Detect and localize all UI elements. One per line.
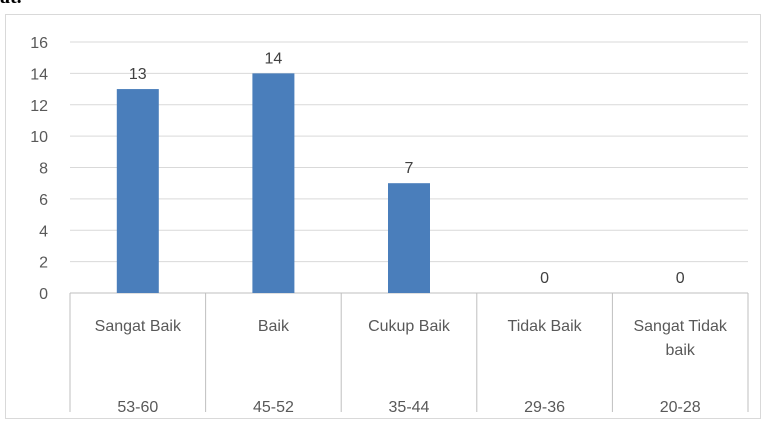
y-tick-label: 14 <box>30 66 48 83</box>
y-tick-label: 6 <box>39 192 48 209</box>
data-label: 0 <box>676 270 685 287</box>
data-label: 13 <box>129 66 147 83</box>
y-axis: 0 2 4 6 8 10 12 14 16 <box>30 35 48 303</box>
text-fragment: at. <box>0 0 22 9</box>
data-label: 7 <box>405 160 414 177</box>
data-label: 0 <box>540 270 549 287</box>
category-range: 35-44 <box>389 399 430 416</box>
category-label: Baik <box>258 318 290 335</box>
category-table: Sangat Baik 53-60 Baik 45-52 Cukup Baik 35-44… <box>69 293 749 416</box>
y-tick-label: 2 <box>39 255 48 272</box>
y-tick-label: 16 <box>30 35 48 52</box>
bars <box>116 73 430 293</box>
y-tick-label: 12 <box>30 98 48 115</box>
category-label: Sangat Baik <box>95 318 182 335</box>
category-label: Cukup Baik <box>368 318 451 335</box>
data-labels: 13 14 7 0 0 <box>129 50 685 287</box>
y-tick-label: 10 <box>30 129 48 146</box>
y-tick-label: 8 <box>39 161 48 178</box>
category-label: Sangat Tidak <box>633 318 727 335</box>
category-label: Tidak Baik <box>508 318 583 335</box>
data-label: 14 <box>265 50 283 67</box>
category-label: baik <box>666 342 696 359</box>
category-range: 45-52 <box>253 399 294 416</box>
category-range: 29-36 <box>524 399 565 416</box>
y-tick-label: 0 <box>39 286 48 303</box>
bar <box>388 183 430 293</box>
y-tick-label: 4 <box>39 223 48 240</box>
category-range: 20-28 <box>660 399 701 416</box>
category-range: 53-60 <box>117 399 158 416</box>
bar <box>252 73 295 293</box>
bar <box>116 89 159 293</box>
